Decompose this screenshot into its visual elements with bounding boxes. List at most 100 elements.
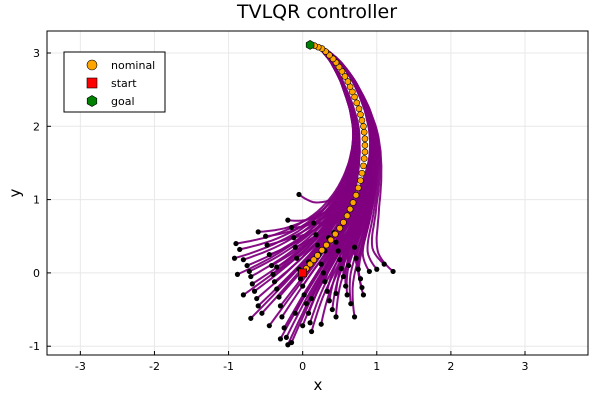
trajectory-start-point (360, 292, 367, 298)
trajectory-start-point (255, 229, 261, 235)
legend-label: start (111, 77, 137, 90)
trajectory-line (294, 43, 361, 314)
trajectory-start-point (248, 315, 254, 321)
trajectory-start-point (326, 298, 332, 304)
nominal-point (357, 177, 364, 184)
legend-label: nominal (111, 59, 155, 72)
trajectory-start-point (329, 306, 335, 313)
trajectory-start-point (303, 301, 309, 307)
trajectory-start-point (237, 246, 243, 253)
trajectory-start-point (333, 239, 339, 245)
start-goal-markers (298, 40, 315, 278)
trajectory-start-point (255, 303, 261, 309)
nominal-point (358, 169, 366, 177)
chart-title: TVLQR controller (236, 1, 397, 23)
trajectory-start-point (306, 310, 312, 316)
nominal-point (327, 236, 335, 244)
nominal-point (360, 122, 367, 130)
nominal-point (361, 135, 369, 143)
nominal-point (352, 191, 360, 199)
trajectory-start-point (276, 294, 282, 300)
trajectory-start-point (291, 235, 297, 241)
trajectory-start-point (254, 295, 260, 302)
trajectory-start-point (366, 268, 372, 275)
trajectory-start-point (374, 266, 380, 272)
trajectory-start-point (333, 314, 339, 320)
trajectory-start-point (357, 276, 364, 282)
x-tick-label: 0 (299, 360, 306, 373)
legend-box (63, 51, 166, 113)
nominal-point (323, 241, 330, 249)
trajectory-start-point (324, 288, 330, 294)
trajectory-start-point (337, 257, 343, 263)
nominal-point (341, 73, 349, 80)
nominal-point (343, 212, 351, 220)
axis-ticks: -3 -2 -1 0 1 2 3 -1 0 1 2 3 (29, 47, 528, 373)
trajectory-start-point (297, 276, 304, 282)
trajectory-start-point (381, 261, 387, 267)
trajectory-line (309, 43, 374, 252)
nominal-series (299, 41, 369, 277)
trajectory-start-point (359, 284, 365, 291)
trajectory-start-point (351, 244, 358, 250)
trajectory-start-point (300, 283, 306, 289)
start-marker (298, 268, 307, 278)
trajectory-start-point (277, 336, 284, 342)
trajectory-start-point (233, 240, 239, 247)
trajectory-start-point (296, 191, 302, 198)
y-tick-label: -1 (29, 340, 40, 353)
trajectory-endpoints (231, 191, 396, 348)
trajectory-start-point (294, 255, 300, 261)
nominal-point (344, 78, 352, 85)
nominal-point (349, 199, 357, 206)
x-tick-label: 1 (373, 360, 380, 373)
trajectory-start-point (288, 224, 295, 231)
y-tick-label: 3 (33, 47, 40, 60)
nominal-point (360, 128, 368, 136)
trajectory-start-point (277, 303, 284, 309)
nominal-point (358, 117, 366, 124)
trajectory-start-point (308, 295, 315, 302)
y-axis-title: y (6, 188, 24, 197)
trajectory-start-point (268, 262, 275, 269)
nominal-point (354, 184, 362, 192)
trajectory-start-point (274, 286, 280, 292)
trajectory-start-point (338, 265, 344, 272)
legend-swatch-goal (86, 95, 98, 107)
nominal-point (306, 260, 314, 268)
y-tick-label: 1 (33, 194, 40, 207)
trajectory-start-point (240, 292, 246, 298)
trajectory-start-point (335, 248, 341, 254)
x-tick-label: -3 (75, 360, 86, 373)
trajectory-lines (234, 43, 394, 346)
trajectory-start-point (318, 261, 324, 267)
x-tick-label: 3 (522, 360, 529, 373)
nominal-point (336, 224, 344, 232)
trajectory-start-point (318, 321, 324, 327)
trajectory-start-point (231, 255, 238, 261)
trajectory-start-point (251, 288, 258, 294)
nominal-point (340, 219, 347, 226)
trajectory-start-point (270, 271, 276, 277)
trajectory-start-point (288, 339, 295, 346)
trajectory-start-point (351, 314, 358, 320)
trajectory-start-point (353, 255, 359, 261)
goal-marker (305, 40, 315, 50)
trajectory-start-point (340, 273, 347, 280)
nominal-point (361, 142, 369, 149)
nominal-point (346, 205, 354, 213)
trajectory-start-point (244, 262, 250, 269)
trajectory-start-point (281, 325, 287, 331)
nominal-point (355, 105, 363, 113)
trajectory-start-point (311, 220, 317, 226)
trajectory-start-point (300, 323, 306, 329)
trajectory-start-point (348, 301, 354, 307)
legend-swatch-start (86, 77, 98, 89)
trajectory-start-point (344, 292, 350, 298)
trajectory-start-point (308, 328, 315, 335)
trajectory-start-point (279, 314, 285, 320)
trajectory-start-point (246, 268, 252, 275)
y-tick-label: 2 (33, 120, 40, 133)
trajectory-start-point (333, 290, 339, 297)
trajectory-start-point (313, 232, 319, 238)
